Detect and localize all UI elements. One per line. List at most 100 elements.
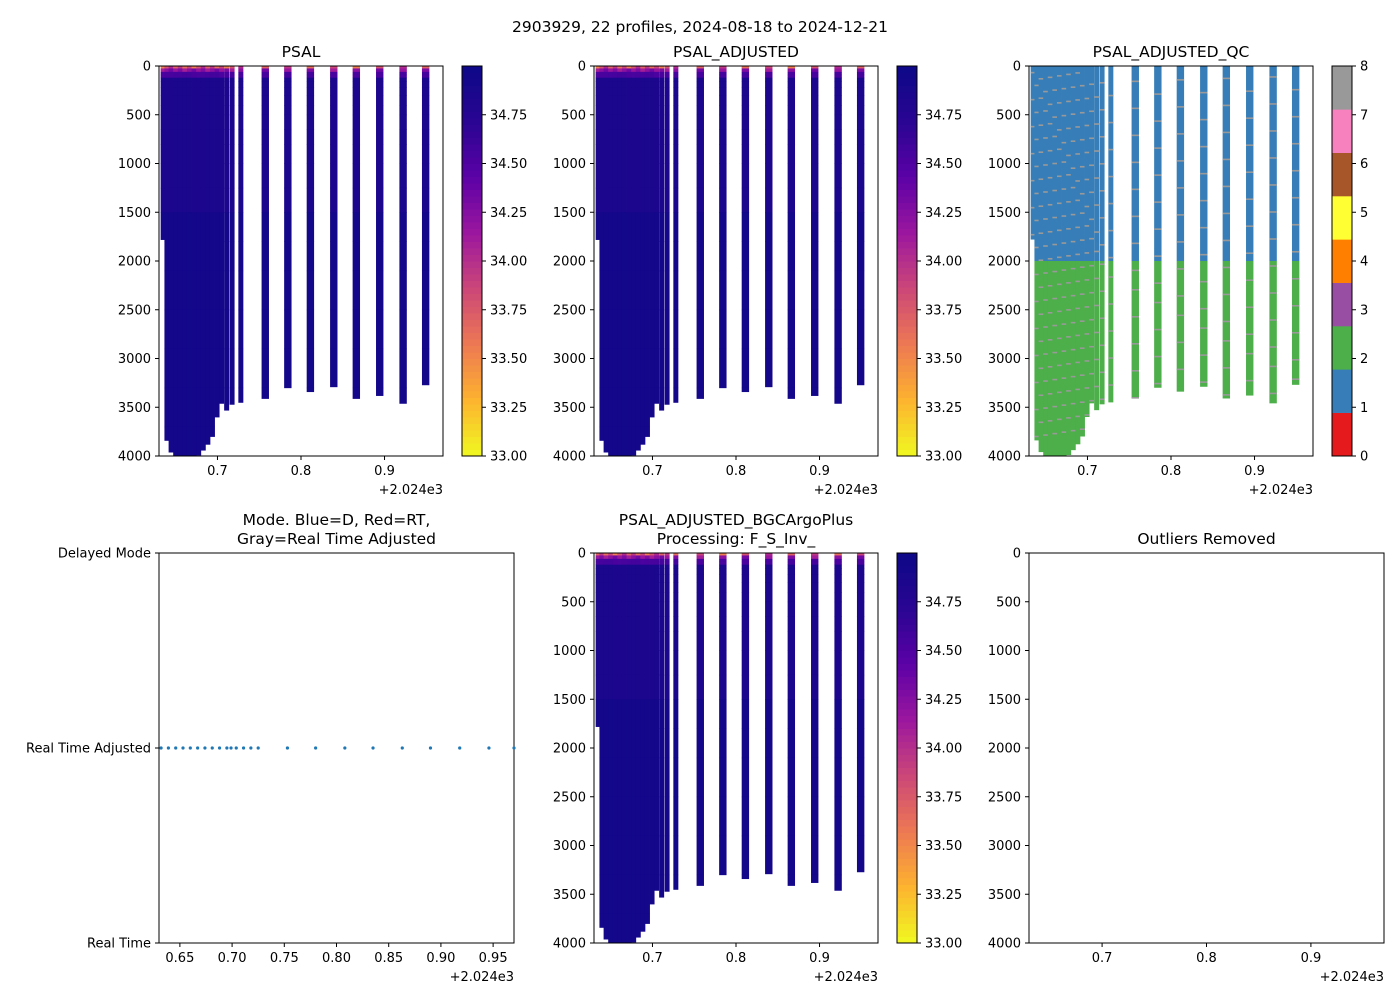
- qc-flag8-mark: [1108, 256, 1114, 259]
- qc-flag8-mark: [1269, 103, 1277, 105]
- colorbar-segment: [462, 222, 482, 229]
- heatmap-cell: [787, 674, 796, 700]
- colorbar-segment: [462, 293, 482, 301]
- heatmap-cell: [765, 163, 773, 189]
- heatmap-cell: [177, 187, 183, 213]
- colorbar-tick-label: 2: [1360, 352, 1368, 367]
- heatmap-cell: [238, 144, 244, 164]
- heatmap-cell: [811, 270, 819, 311]
- colorbar-tick-label: 33.00: [925, 450, 962, 465]
- heatmap-cell: [238, 87, 244, 96]
- heatmap-cell: [603, 674, 609, 700]
- heatmap-cell: [186, 95, 192, 106]
- colorbar-tick-label: 34.50: [925, 157, 962, 172]
- heatmap-cell: [644, 699, 650, 729]
- heatmap-cell: [164, 270, 170, 311]
- heatmap-cell: [654, 835, 660, 876]
- y-tick-label: 2500: [988, 303, 1021, 318]
- heatmap-cell: [352, 348, 361, 389]
- qc-flag8-mark: [1108, 357, 1114, 359]
- heatmap-cell: [765, 553, 773, 556]
- heatmap-cell: [631, 81, 637, 88]
- heatmap-cell: [640, 309, 646, 350]
- heatmap-cell: [673, 835, 679, 876]
- heatmap-cell: [649, 564, 655, 569]
- heatmap-cell: [376, 74, 384, 79]
- colorbar-segment: [897, 780, 917, 788]
- qc-cell: [1030, 66, 1036, 240]
- heatmap-cell: [617, 592, 623, 603]
- colorbar-segment: [462, 319, 482, 327]
- mode-point: [203, 746, 207, 750]
- heatmap-cell: [603, 582, 609, 593]
- heatmap-cell: [673, 631, 679, 651]
- qc-flag8-mark: [1269, 346, 1277, 348]
- heatmap-cell: [631, 616, 637, 632]
- colorbar-segment: [897, 884, 917, 892]
- heatmap-cell: [200, 66, 206, 68]
- heatmap-cell: [621, 555, 627, 558]
- heatmap-cell: [164, 71, 170, 76]
- heatmap-cell: [631, 426, 637, 456]
- heatmap-cell: [621, 835, 627, 876]
- heatmap-cell: [640, 387, 646, 428]
- heatmap-cell: [612, 699, 618, 729]
- y-tick-label: 3000: [988, 352, 1021, 367]
- heatmap-cell: [834, 631, 842, 651]
- heatmap-cell: [261, 129, 269, 145]
- heatmap-cell: [352, 68, 361, 71]
- heatmap-cell: [261, 187, 269, 213]
- heatmap-cell: [664, 631, 670, 651]
- heatmap-cell: [631, 187, 637, 213]
- heatmap-cell: [649, 699, 655, 729]
- qc-flag8-mark: [1038, 394, 1044, 397]
- heatmap-cell: [741, 87, 750, 96]
- qc-flag8-mark: [1066, 390, 1072, 392]
- heatmap-cell: [186, 87, 192, 96]
- heatmap-cell: [654, 553, 660, 556]
- heatmap-cell: [306, 87, 315, 96]
- heatmap-cell: [659, 631, 665, 651]
- heatmap-cell: [834, 81, 842, 88]
- heatmap-cell: [834, 674, 842, 700]
- qc-flag8-mark: [1079, 212, 1085, 214]
- heatmap-cell: [811, 601, 819, 617]
- heatmap-cell: [741, 556, 750, 560]
- colorbar-segment: [897, 572, 917, 580]
- qc-cell: [1070, 261, 1076, 451]
- colorbar-segment: [897, 66, 917, 73]
- heatmap-cell: [621, 95, 627, 106]
- qc-flag8-mark: [1047, 230, 1053, 233]
- heatmap-cell: [603, 68, 609, 71]
- heatmap-cell: [599, 553, 605, 556]
- heatmap-cell: [741, 270, 750, 311]
- heatmap-cell: [626, 426, 632, 456]
- heatmap-cell: [644, 553, 650, 555]
- qc-flag8-mark: [1200, 91, 1208, 94]
- heatmap-cell: [765, 95, 773, 106]
- heatmap-cell: [719, 592, 727, 603]
- qc-flag8-mark: [1269, 265, 1277, 267]
- heatmap-cell: [229, 95, 235, 106]
- heatmap-cell: [626, 561, 632, 566]
- y-tick-label: 3500: [553, 401, 586, 416]
- colorbar-segment: [897, 871, 917, 879]
- heatmap-cell: [599, 796, 605, 837]
- heatmap-cell: [168, 212, 174, 242]
- colorbar-segment: [462, 248, 482, 255]
- heatmap-cell: [654, 601, 660, 617]
- heatmap-cell: [811, 574, 819, 583]
- heatmap-cell: [177, 163, 183, 189]
- qc-flag8-mark: [1269, 392, 1277, 395]
- heatmap-cell: [640, 601, 646, 617]
- y-tick-label: 1500: [553, 206, 586, 221]
- heatmap-cell: [603, 616, 609, 632]
- heatmap-cell: [631, 728, 637, 759]
- panel-title: PSAL: [282, 43, 321, 61]
- heatmap-cell: [306, 77, 315, 82]
- heatmap-cell: [617, 558, 623, 563]
- heatmap-cell: [224, 87, 230, 96]
- heatmap-cell: [603, 631, 609, 651]
- heatmap-cell: [617, 187, 623, 213]
- qc-flag8-mark: [1200, 381, 1208, 383]
